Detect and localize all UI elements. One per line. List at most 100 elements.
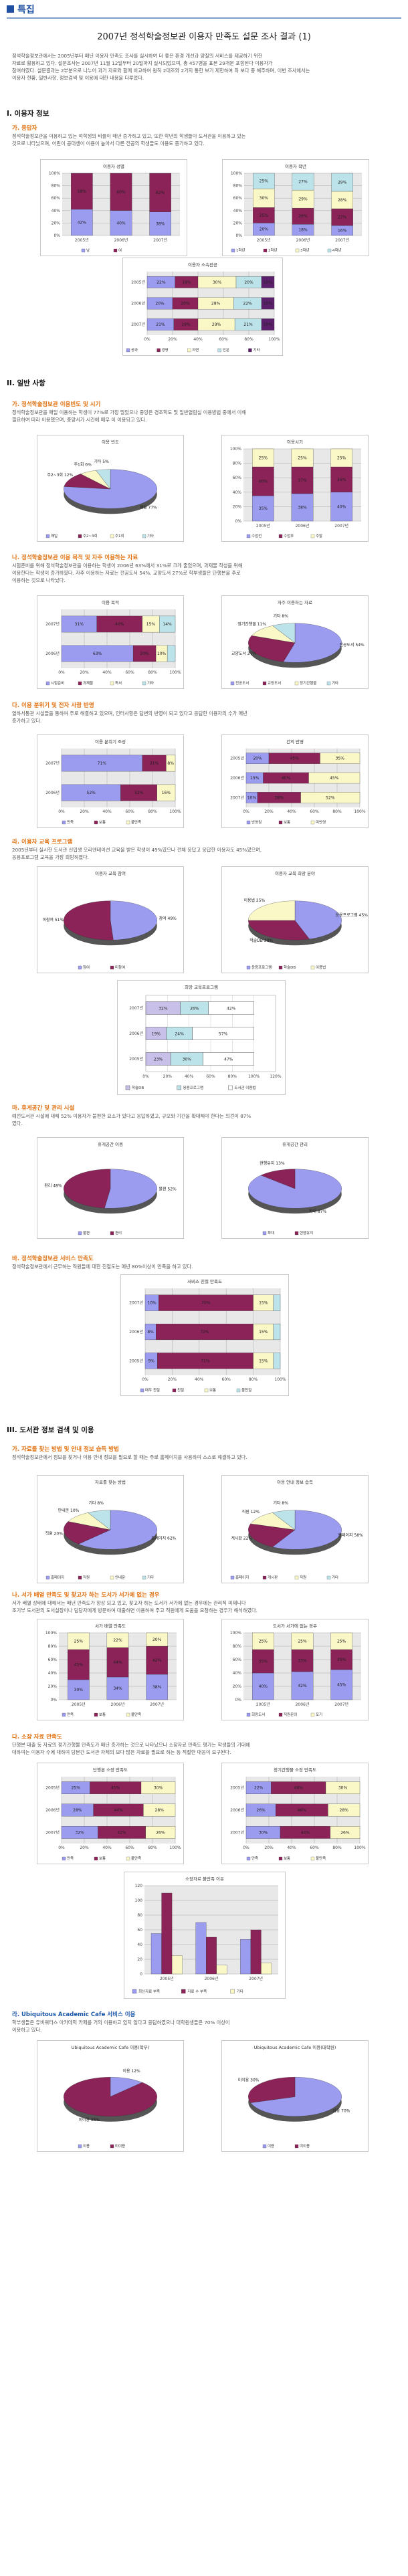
subsection-title: 다. 이용 분위기 및 전자 사람 반영 bbox=[12, 702, 94, 709]
c15-svg: 서비스 친절 만족도 0% 20% 40% 60% 80% 100% 10% 70% 15% 200… bbox=[129, 1278, 286, 1393]
subsection-title: 라. Ubiquitous Academic Cafe 서비스 이용 bbox=[12, 2011, 136, 2018]
bar-segment bbox=[308, 772, 361, 784]
x-tick-label: 120% bbox=[270, 1074, 281, 1079]
legend-label: 친절 bbox=[177, 1387, 184, 1393]
legend-label: 기타 bbox=[147, 680, 154, 686]
chart-missing-book: 도서가 서가에 없는 경우 100% 80% 60% 40% 20% 0% 40% 35% 25%… bbox=[221, 1619, 369, 1720]
x-tick-label: 0% bbox=[58, 1846, 65, 1850]
legend-swatch bbox=[217, 348, 221, 353]
legend-label: 정기간행물 bbox=[300, 680, 316, 686]
x-tick-label: 2005년 bbox=[257, 237, 271, 243]
subsection-text: 정석학술정보관에서 정보를 찾거나 이용 안내 정보를 필요로 할 때는 주로 … bbox=[12, 1454, 247, 1460]
bar-segment bbox=[146, 1632, 168, 1647]
legend-swatch bbox=[142, 534, 146, 538]
data-label: 29% bbox=[298, 197, 308, 202]
y-tick-label: 2007년 bbox=[129, 1005, 143, 1011]
y-tick-label: 2007년 bbox=[45, 761, 60, 766]
legend-label: 도서관 이용법 bbox=[234, 1085, 256, 1090]
bar-segment bbox=[291, 1649, 314, 1672]
data-label: 44% bbox=[114, 1808, 123, 1813]
subsection-title: 가. 자료를 찾는 방법 및 안내 정보 습득 방법 bbox=[12, 1446, 119, 1453]
legend-swatch bbox=[78, 534, 82, 538]
chart-title: 이용자 교육 참여 bbox=[95, 870, 126, 876]
data-label: 38% bbox=[152, 1685, 162, 1690]
slice-label: 기타 8% bbox=[88, 1500, 104, 1506]
data-label: 14% bbox=[163, 622, 172, 627]
chart-education-field: 이용자 교육 희망 분야 응용프로그램 45% 학술DB 30% 이용법 25% 응용프… bbox=[221, 866, 369, 973]
bar-segment bbox=[252, 466, 274, 496]
x-tick-label: 20% bbox=[168, 337, 177, 342]
bar-segment bbox=[149, 211, 171, 236]
data-label: 32% bbox=[76, 1830, 85, 1835]
legend-label: 불만족 bbox=[131, 819, 141, 825]
data-label: 52% bbox=[326, 795, 335, 800]
y-tick-label: 2006년 bbox=[45, 790, 60, 795]
x-tick-label: 80% bbox=[148, 809, 157, 814]
chart-guide-info: 이용 안내 정보 습득 홈페이지 58% 게시판 22% 직원 12% 기타 8% 홈페이… bbox=[221, 1475, 369, 1583]
c1-svg: 이용자 성별 100% 80% 60% 40% 20% 0% 42% 58% 2005년 40% 60… bbox=[49, 163, 180, 253]
data-label: 71% bbox=[201, 1359, 210, 1363]
legend-swatch bbox=[132, 1989, 137, 1994]
data-label: 38% bbox=[298, 505, 307, 510]
legend-swatch bbox=[78, 965, 82, 970]
data-label: 10% bbox=[147, 1301, 157, 1306]
data-label: 26% bbox=[298, 214, 308, 219]
x-tick-label: 100% bbox=[354, 809, 365, 814]
bar-segment bbox=[331, 173, 353, 192]
pie-slice bbox=[96, 469, 111, 490]
data-label: 26% bbox=[190, 1007, 199, 1011]
bar-segment bbox=[252, 1649, 274, 1674]
legend-swatch bbox=[294, 2144, 299, 2149]
legend-swatch bbox=[310, 820, 315, 825]
subsection-title: 나. 서가 배열 만족도 및 찾고자 하는 도서가 서가에 없는 경우 bbox=[12, 1592, 160, 1599]
x-tick-label: 0% bbox=[142, 1074, 149, 1079]
bar-segment bbox=[61, 645, 134, 662]
chart-lounge-use: 휴게공간 이용 불편 52% 편리 48% 불편 편리 bbox=[37, 1137, 184, 1239]
data-label: 32% bbox=[134, 791, 144, 795]
legend-swatch bbox=[81, 248, 86, 253]
bar-segment bbox=[159, 615, 176, 633]
data-label: 10% bbox=[157, 652, 167, 656]
data-label: 21% bbox=[243, 322, 253, 327]
y-tick-label: 2006년 bbox=[230, 775, 244, 781]
slice-label: 안내문 10% bbox=[58, 1508, 80, 1513]
x-tick-label: 2006년 bbox=[114, 237, 128, 243]
y-tick-label: 2006년 bbox=[131, 301, 145, 306]
y-tick-label: 60% bbox=[233, 196, 243, 201]
slice-label: 기타 8% bbox=[273, 1500, 288, 1506]
legend-swatch bbox=[246, 965, 251, 970]
pie-slice bbox=[283, 623, 342, 663]
pie-slice bbox=[294, 900, 342, 940]
bar-segment bbox=[292, 207, 314, 225]
x-tick-label: 2006년 bbox=[296, 523, 310, 528]
bar bbox=[240, 1939, 251, 1975]
subsection-text: 서가 배열 상태에 대해서는 매년 만족도가 향상 되고 있고, 찾고자 하는 … bbox=[12, 1600, 258, 1613]
c20-svg: 단행본 소장 만족도 0% 20% 40% 60% 80% 100% 25% 45% 30% 200… bbox=[45, 1767, 181, 1861]
bar-segment bbox=[96, 615, 142, 633]
chart-book-satisfaction: 단행본 소장 만족도 0% 20% 40% 60% 80% 100% 25% 45% 30% 200… bbox=[37, 1763, 184, 1864]
data-label: 28% bbox=[340, 1808, 349, 1813]
legend-swatch bbox=[110, 2144, 114, 2149]
legend-swatch bbox=[204, 1388, 209, 1393]
data-label: 62% bbox=[156, 191, 165, 195]
c22-svg: 소장자료 불만족 이유 0 20 40 60 80 100 120 2005년 2006년 2007… bbox=[132, 1876, 278, 1994]
x-tick-label: 2007년 bbox=[334, 523, 348, 528]
pie-slice bbox=[248, 2077, 296, 2103]
data-label: 15% bbox=[259, 1359, 268, 1363]
legend-swatch bbox=[262, 1575, 267, 1580]
legend-swatch bbox=[246, 534, 251, 538]
y-tick-label: 80% bbox=[233, 1644, 242, 1649]
y-tick-label: 2007년 bbox=[129, 1300, 143, 1306]
legend-label: 보통 bbox=[284, 1856, 290, 1861]
data-label: 47% bbox=[224, 1058, 233, 1062]
chart-title: 소장자료 불만족 이유 bbox=[185, 1876, 224, 1882]
data-label: 70% bbox=[201, 1301, 211, 1306]
bar-segment bbox=[330, 492, 352, 522]
slice-label: 주1회 6% bbox=[74, 462, 92, 468]
legend-label: 미이용 bbox=[115, 2143, 125, 2149]
x-tick-label: 60% bbox=[125, 670, 134, 675]
data-label: 21% bbox=[150, 761, 159, 766]
legend-swatch bbox=[62, 820, 66, 825]
